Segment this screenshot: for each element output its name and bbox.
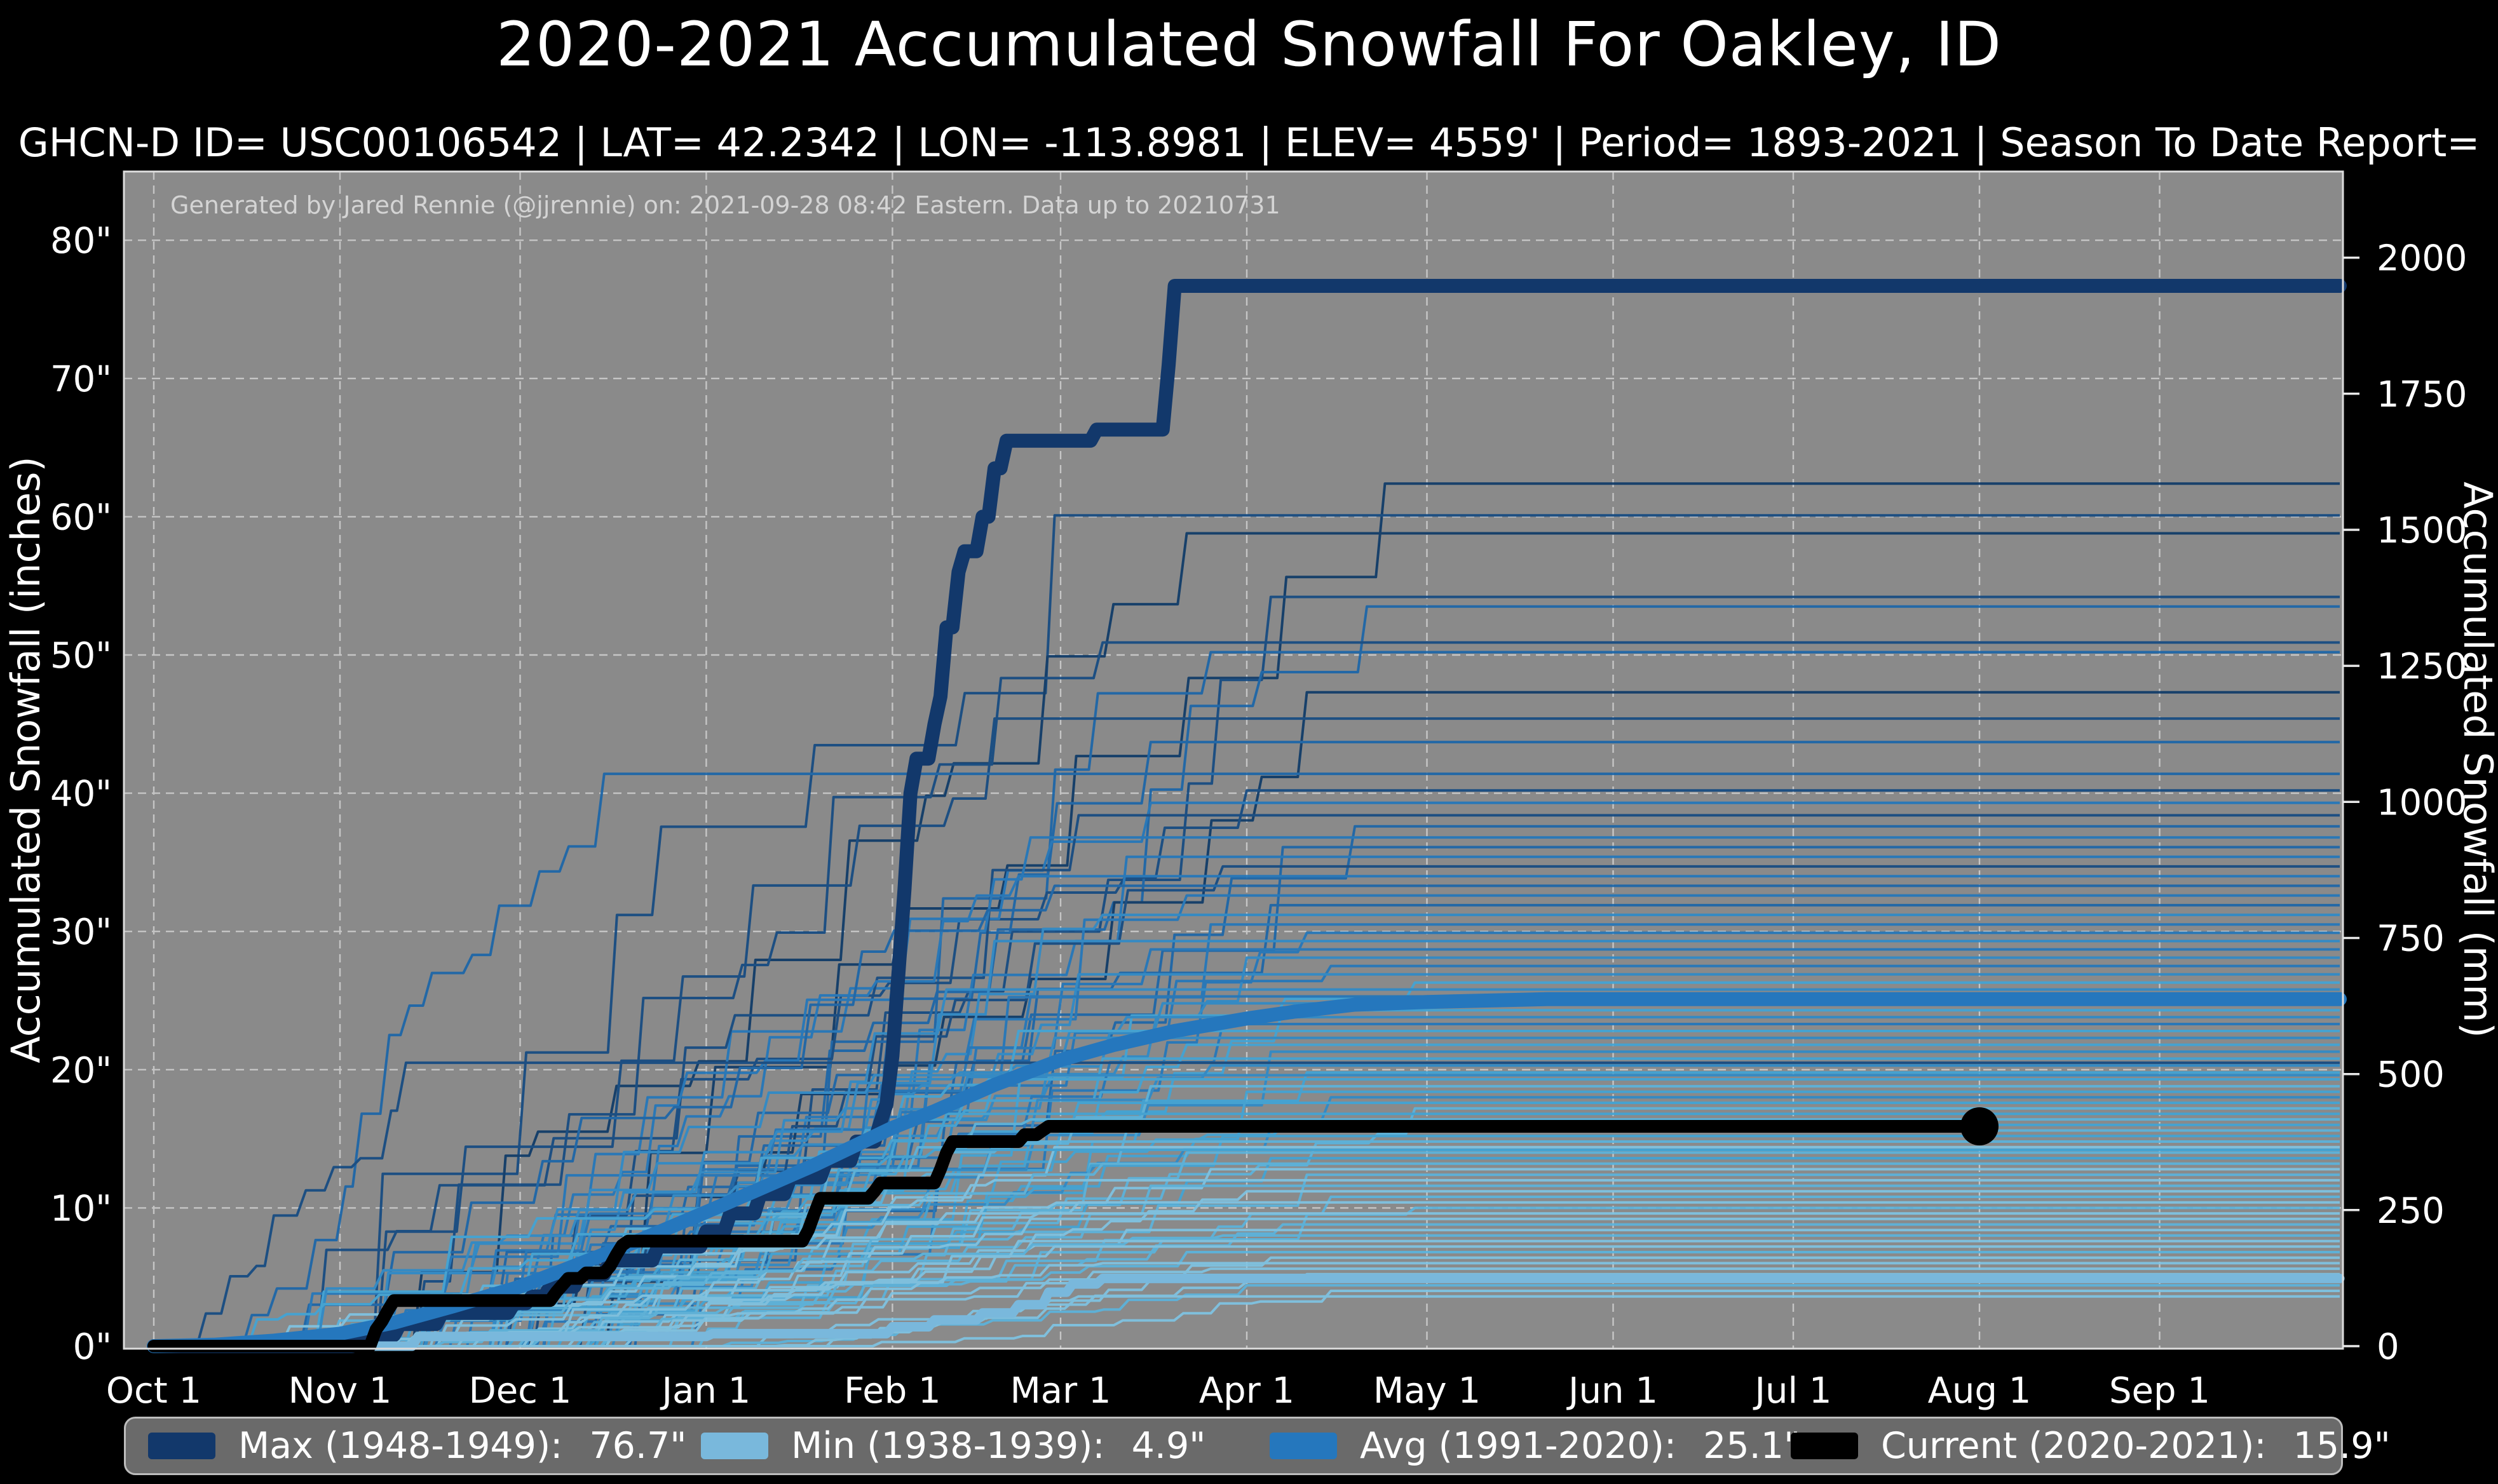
ensemble-season-line: [154, 1074, 2340, 1347]
legend-entry: Avg (1991-2020): 25.1": [1270, 1419, 1800, 1473]
tick-labels: Oct 1 Nov 1 Dec 1 Jan 1 Feb 1 Mar 1 Apr 1 May 1…: [50, 220, 2467, 1412]
x-tick-label: Jun 1: [1566, 1370, 1658, 1412]
legend-series-label: Current (2020-2021):: [1881, 1425, 2267, 1467]
y-tick-label-inches: 80": [50, 220, 112, 262]
x-tick-label: May 1: [1373, 1370, 1481, 1412]
y-tick-label-mm: 0: [2377, 1326, 2400, 1368]
plot-area: Oct 1 Nov 1 Dec 1 Jan 1 Feb 1 Mar 1 Apr 1 May 1…: [50, 170, 2467, 1412]
ensemble-season-line: [154, 514, 2340, 1347]
y-tick-label-inches: 0": [73, 1326, 112, 1368]
legend-entry: Min (1938-1939): 4.9": [701, 1419, 1206, 1473]
plot-border: [123, 170, 2344, 1350]
x-tick-label: Mar 1: [1010, 1370, 1111, 1412]
legend-entry: Max (1948-1949): 76.7": [148, 1419, 686, 1473]
ensemble-season-line: [154, 717, 2340, 1347]
x-tick-label: Nov 1: [288, 1370, 392, 1412]
legend: Max (1948-1949): 76.7" Min (1938-1939): 4.9…: [124, 1417, 2391, 1475]
ensemble-season-line: [154, 1245, 2340, 1347]
page-title: 2020-2021 Accumulated Snowfall For Oakle…: [496, 9, 2002, 80]
current-end-dot: [1960, 1107, 1999, 1145]
y-tick-label-mm: 750: [2377, 919, 2445, 960]
min-line: [149, 1273, 2345, 1351]
x-tick-label: Apr 1: [1199, 1370, 1294, 1412]
y-tick-label-inches: 30": [50, 912, 112, 953]
x-tick-label: Feb 1: [844, 1370, 941, 1412]
y-tick-label-inches: 10": [50, 1188, 112, 1229]
legend-chip-icon: [1791, 1433, 1858, 1459]
y-tick-label-mm: 1750: [2377, 374, 2467, 415]
y-tick-label-mm: 500: [2377, 1055, 2445, 1096]
ensemble-season-line: [154, 1064, 2340, 1347]
legend-series-label: Min (1938-1939):: [791, 1425, 1105, 1467]
legend-series-label: Max (1948-1949):: [238, 1425, 563, 1467]
legend-series-value: 25.1": [1703, 1425, 1801, 1467]
main-series: [147, 279, 2347, 1353]
ensemble-season-line: [154, 884, 2340, 1347]
plot-background: [124, 172, 2343, 1349]
x-tick-label: Oct 1: [106, 1370, 201, 1412]
y-tick-label-inches: 50": [50, 635, 112, 677]
ensemble-season-line: [154, 964, 2340, 1347]
y-axis-label-right: Accumulated Snowfall (mm): [2455, 482, 2498, 1038]
ensemble-season-line: [154, 1061, 2340, 1347]
legend-chip-icon: [701, 1433, 768, 1459]
x-tick-label: Sep 1: [2109, 1370, 2210, 1412]
y-tick-label-mm: 2000: [2377, 238, 2467, 280]
y-tick-label-mm: 250: [2377, 1191, 2445, 1232]
y-tick-label-mm: 1250: [2377, 646, 2467, 687]
legend-chip-icon: [148, 1433, 215, 1459]
y-tick-label-inches: 60": [50, 497, 112, 538]
ensemble-season-line: [154, 772, 2340, 1347]
station-metadata-subtitle: GHCN-D ID= USC00106542 | LAT= 42.2342 | …: [18, 119, 2480, 212]
x-tick-label: Jul 1: [1753, 1370, 1832, 1412]
legend-series-value: 4.9": [1131, 1425, 1206, 1467]
legend-series-label: Avg (1991-2020):: [1360, 1425, 1677, 1467]
y-tick-label-mm: 1500: [2377, 510, 2467, 551]
generated-by-watermark: Generated by Jared Rennie (@jjrennie) on…: [170, 191, 1280, 219]
x-tick-label: Dec 1: [469, 1370, 572, 1412]
y-tick-label-mm: 1000: [2377, 782, 2467, 823]
legend-series-value: 76.7": [589, 1425, 687, 1467]
ensemble-season-line: [154, 1149, 2340, 1347]
ensemble-season-line: [154, 532, 2340, 1347]
legend-chip-icon: [1270, 1433, 1337, 1459]
current-line: [147, 1120, 1986, 1352]
y-tick-label-inches: 70": [50, 359, 112, 400]
x-tick-label: Jan 1: [660, 1370, 751, 1412]
y-tick-label-inches: 20": [50, 1050, 112, 1091]
ensemble-season-line: [154, 641, 2340, 1347]
ensemble-season-line: [154, 1178, 2340, 1347]
y-axis-label-left: Accumulated Snowfall (inches): [3, 456, 49, 1063]
x-tick-label: Aug 1: [1928, 1370, 2032, 1412]
legend-entry: Current (2020-2021): 15.9": [1791, 1419, 2391, 1473]
avg-line: [147, 992, 2347, 1353]
y-tick-label-inches: 40": [50, 774, 112, 815]
ensemble-season-line: [154, 1290, 2340, 1347]
legend-series-value: 15.9": [2293, 1425, 2391, 1467]
